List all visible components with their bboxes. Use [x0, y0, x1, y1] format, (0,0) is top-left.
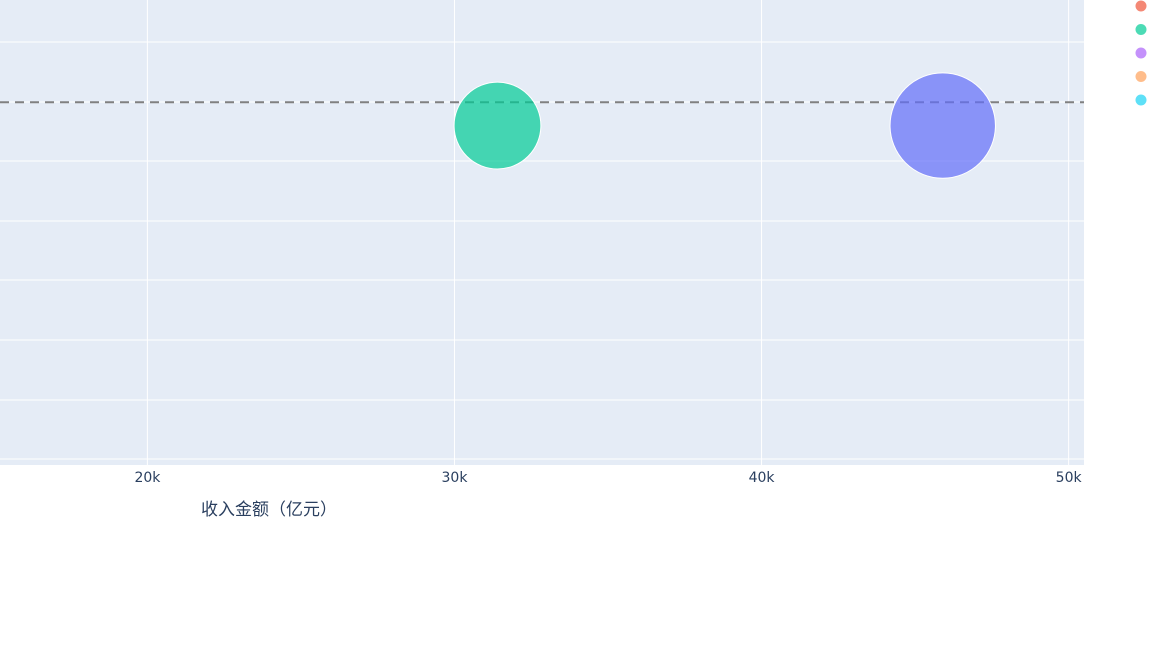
- legend[interactable]: [1135, 0, 1147, 106]
- x-tick-labels: 20k 30k 40k 50k: [134, 470, 1082, 486]
- legend-swatch[interactable]: [1135, 24, 1147, 35]
- marker-layer[interactable]: [453, 72, 996, 179]
- plot-background: [0, 0, 1084, 465]
- x-tick-label: 50k: [1056, 470, 1083, 486]
- x-tick-label: 20k: [134, 470, 161, 486]
- legend-swatch[interactable]: [1135, 71, 1147, 82]
- x-tick-label: 30k: [442, 470, 469, 486]
- x-tick-label: 40k: [749, 470, 776, 486]
- legend-swatch[interactable]: [1135, 0, 1147, 12]
- legend-swatch[interactable]: [1135, 94, 1147, 106]
- x-axis-title: 收入金额（亿元）: [201, 500, 337, 520]
- bubble-marker[interactable]: [889, 72, 996, 179]
- legend-swatch[interactable]: [1135, 47, 1147, 59]
- bubble-marker[interactable]: [453, 81, 542, 170]
